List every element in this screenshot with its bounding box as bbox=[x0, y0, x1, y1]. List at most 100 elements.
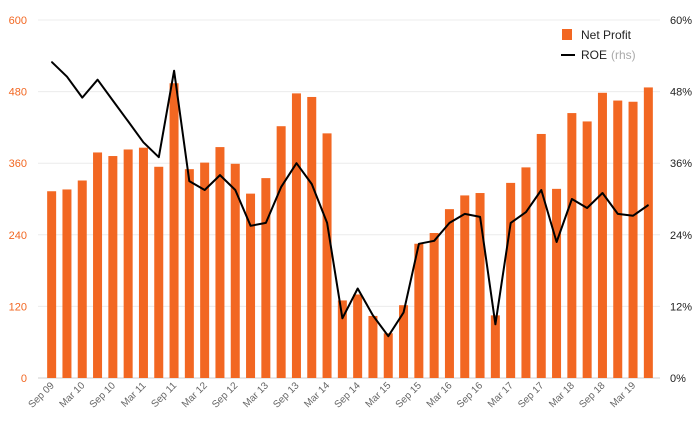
point-roe bbox=[341, 317, 343, 319]
x-tick-label: Sep 12 bbox=[210, 380, 240, 410]
point-roe bbox=[234, 189, 236, 191]
x-tick-label: Mar 11 bbox=[119, 380, 149, 410]
point-roe bbox=[372, 314, 374, 316]
bar-net-profit bbox=[383, 333, 393, 378]
bar-net-profit bbox=[444, 209, 454, 378]
point-roe bbox=[142, 141, 144, 143]
bar-net-profit bbox=[506, 182, 516, 378]
x-tick-label: Sep 18 bbox=[577, 380, 607, 410]
point-roe bbox=[510, 222, 512, 224]
line-layer bbox=[50, 61, 649, 338]
bar-net-profit bbox=[261, 178, 271, 378]
x-tick-label: Sep 17 bbox=[516, 380, 546, 410]
y-left-tick-label: 240 bbox=[9, 230, 27, 242]
x-tick-label: Mar 19 bbox=[608, 380, 638, 410]
y-left-tick-label: 480 bbox=[9, 87, 27, 99]
legend: Net Profit ROE (rhs) bbox=[561, 28, 636, 62]
bar-net-profit bbox=[138, 147, 148, 378]
bar-layer bbox=[47, 83, 653, 379]
y-right-tick-label: 0% bbox=[670, 373, 686, 385]
point-roe bbox=[586, 207, 588, 209]
bar-net-profit bbox=[123, 149, 133, 378]
point-roe bbox=[448, 222, 450, 224]
point-roe bbox=[632, 215, 634, 217]
point-roe bbox=[204, 189, 206, 191]
bar-net-profit bbox=[490, 315, 500, 378]
legend-label-net-profit: Net Profit bbox=[581, 28, 632, 42]
bar-net-profit bbox=[414, 243, 424, 378]
point-roe bbox=[403, 311, 405, 313]
point-roe bbox=[479, 216, 481, 218]
bar-net-profit bbox=[184, 169, 194, 378]
point-roe bbox=[387, 335, 389, 337]
x-tick-label: Sep 15 bbox=[394, 380, 424, 410]
x-tick-label: Mar 14 bbox=[302, 380, 332, 410]
line-roe bbox=[50, 61, 649, 338]
bar-net-profit bbox=[536, 133, 546, 378]
bar-net-profit bbox=[597, 92, 607, 378]
point-roe bbox=[311, 183, 313, 185]
x-tick-label: Mar 15 bbox=[364, 380, 394, 410]
bar-net-profit bbox=[337, 300, 347, 378]
bar-net-profit bbox=[475, 193, 485, 378]
point-roe bbox=[173, 70, 175, 72]
bar-net-profit bbox=[47, 191, 57, 378]
bar-net-profit bbox=[322, 133, 332, 378]
point-roe bbox=[540, 189, 542, 191]
point-roe bbox=[556, 241, 558, 243]
y-left-tick-label: 120 bbox=[9, 301, 27, 313]
point-roe bbox=[357, 288, 359, 289]
bar-net-profit bbox=[582, 121, 592, 378]
point-roe bbox=[295, 162, 297, 164]
point-roe bbox=[433, 240, 435, 242]
y-right-tick-label: 48% bbox=[670, 87, 692, 99]
bar-net-profit bbox=[521, 167, 531, 378]
point-roe bbox=[81, 97, 83, 99]
y-right-tick-label: 24% bbox=[670, 230, 692, 242]
point-roe bbox=[571, 198, 573, 200]
point-roe bbox=[97, 79, 99, 81]
bar-net-profit bbox=[230, 163, 240, 378]
bar-net-profit bbox=[108, 156, 118, 378]
bar-net-profit bbox=[353, 294, 363, 378]
y-left-tick-label: 360 bbox=[9, 158, 27, 170]
x-tick-label: Mar 17 bbox=[486, 380, 516, 410]
point-roe bbox=[617, 213, 619, 215]
x-tick-label: Mar 12 bbox=[180, 380, 210, 410]
bar-net-profit bbox=[552, 188, 562, 378]
legend-label-roe: ROE (rhs) bbox=[581, 48, 636, 62]
y-right-tick-label: 60% bbox=[670, 15, 692, 27]
point-roe bbox=[158, 156, 160, 158]
point-roe bbox=[250, 225, 252, 227]
point-roe bbox=[265, 222, 267, 224]
x-tick-label: Sep 14 bbox=[333, 380, 363, 410]
bar-net-profit bbox=[77, 180, 87, 378]
y-left-tick-label: 600 bbox=[9, 15, 27, 27]
bar-net-profit bbox=[399, 305, 409, 378]
point-roe bbox=[219, 174, 221, 176]
x-tick-label: Mar 10 bbox=[58, 380, 88, 410]
bar-net-profit bbox=[460, 195, 470, 378]
bar-net-profit bbox=[567, 113, 577, 378]
point-roe bbox=[112, 100, 114, 102]
bar-net-profit bbox=[368, 315, 378, 378]
point-roe bbox=[127, 120, 129, 122]
x-tick-label: Sep 09 bbox=[27, 380, 57, 410]
bar-net-profit bbox=[613, 100, 623, 379]
y-right-tick-label: 36% bbox=[670, 158, 692, 170]
x-tick-label: Sep 11 bbox=[150, 380, 180, 410]
y-right-tick-label: 12% bbox=[670, 301, 692, 313]
bar-net-profit bbox=[246, 193, 256, 378]
point-roe bbox=[494, 323, 496, 325]
legend-label-roe-rhs: (rhs) bbox=[611, 48, 636, 62]
point-roe bbox=[66, 76, 68, 78]
bar-net-profit bbox=[93, 152, 103, 378]
bar-net-profit bbox=[62, 189, 72, 378]
bar-net-profit bbox=[643, 87, 653, 378]
bar-net-profit bbox=[169, 83, 179, 378]
bar-net-profit bbox=[154, 166, 164, 378]
bar-net-profit bbox=[291, 93, 301, 378]
y-left-tick-label: 0 bbox=[21, 373, 27, 385]
point-roe bbox=[51, 61, 53, 63]
